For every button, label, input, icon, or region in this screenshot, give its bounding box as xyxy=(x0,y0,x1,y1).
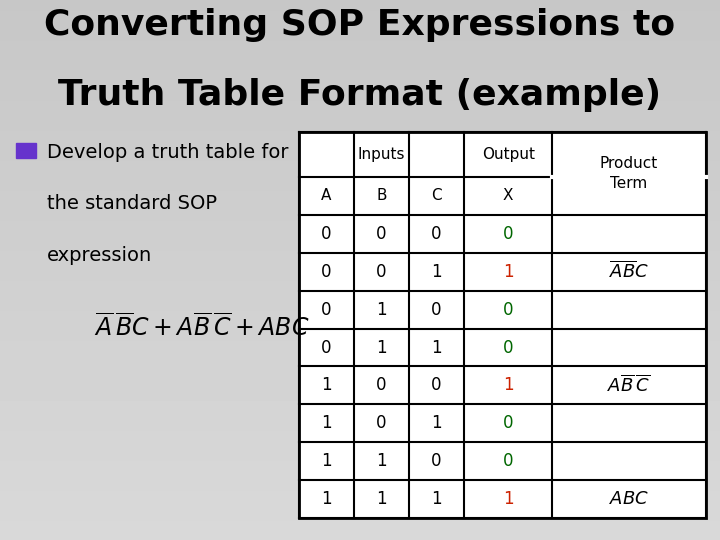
Text: 1: 1 xyxy=(321,490,332,509)
Text: 1: 1 xyxy=(321,415,332,433)
Text: 0: 0 xyxy=(503,453,513,470)
Text: 1: 1 xyxy=(503,376,513,395)
Text: 0: 0 xyxy=(376,225,387,242)
Text: 1: 1 xyxy=(431,339,441,356)
Text: 0: 0 xyxy=(503,415,513,433)
Text: $ABC$: $ABC$ xyxy=(609,490,649,509)
Text: 0: 0 xyxy=(321,339,332,356)
Text: Output: Output xyxy=(482,147,535,162)
Text: 1: 1 xyxy=(321,376,332,395)
Text: 1: 1 xyxy=(503,490,513,509)
Text: 1: 1 xyxy=(376,301,387,319)
Text: 0: 0 xyxy=(321,262,332,281)
Text: X: X xyxy=(503,188,513,203)
Text: B: B xyxy=(376,188,387,203)
Text: 1: 1 xyxy=(376,490,387,509)
Text: 0: 0 xyxy=(431,225,441,242)
Text: 0: 0 xyxy=(376,415,387,433)
Text: 0: 0 xyxy=(503,339,513,356)
Text: 0: 0 xyxy=(321,301,332,319)
Text: Product
Term: Product Term xyxy=(600,156,658,191)
Text: 1: 1 xyxy=(431,490,441,509)
Text: 1: 1 xyxy=(376,453,387,470)
Text: 1: 1 xyxy=(321,453,332,470)
Text: 0: 0 xyxy=(376,376,387,395)
Text: expression: expression xyxy=(47,246,152,265)
Bar xyxy=(299,132,706,518)
Text: Truth Table Format (example): Truth Table Format (example) xyxy=(58,78,662,112)
Text: 1: 1 xyxy=(503,262,513,281)
Text: Develop a truth table for: Develop a truth table for xyxy=(47,143,288,162)
Text: A: A xyxy=(321,188,331,203)
Text: 0: 0 xyxy=(431,301,441,319)
Text: the standard SOP: the standard SOP xyxy=(47,194,217,213)
Text: 0: 0 xyxy=(431,376,441,395)
Text: 0: 0 xyxy=(503,301,513,319)
Text: $\overline{A}\,\overline{B}C + A\overline{B}\,\overline{C} + ABC$: $\overline{A}\,\overline{B}C + A\overlin… xyxy=(94,313,309,341)
Text: 0: 0 xyxy=(431,453,441,470)
Text: $\overline{A}\overline{B}C$: $\overline{A}\overline{B}C$ xyxy=(609,261,649,282)
Text: 0: 0 xyxy=(376,262,387,281)
Text: C: C xyxy=(431,188,441,203)
Text: Converting SOP Expressions to: Converting SOP Expressions to xyxy=(45,8,675,42)
Text: 0: 0 xyxy=(321,225,332,242)
Text: 0: 0 xyxy=(503,225,513,242)
Text: 1: 1 xyxy=(376,339,387,356)
Text: 1: 1 xyxy=(431,415,441,433)
Bar xyxy=(16,143,36,158)
Text: $A\overline{B}\,\overline{C}$: $A\overline{B}\,\overline{C}$ xyxy=(608,375,651,396)
Text: 1: 1 xyxy=(431,262,441,281)
Text: Inputs: Inputs xyxy=(358,147,405,162)
